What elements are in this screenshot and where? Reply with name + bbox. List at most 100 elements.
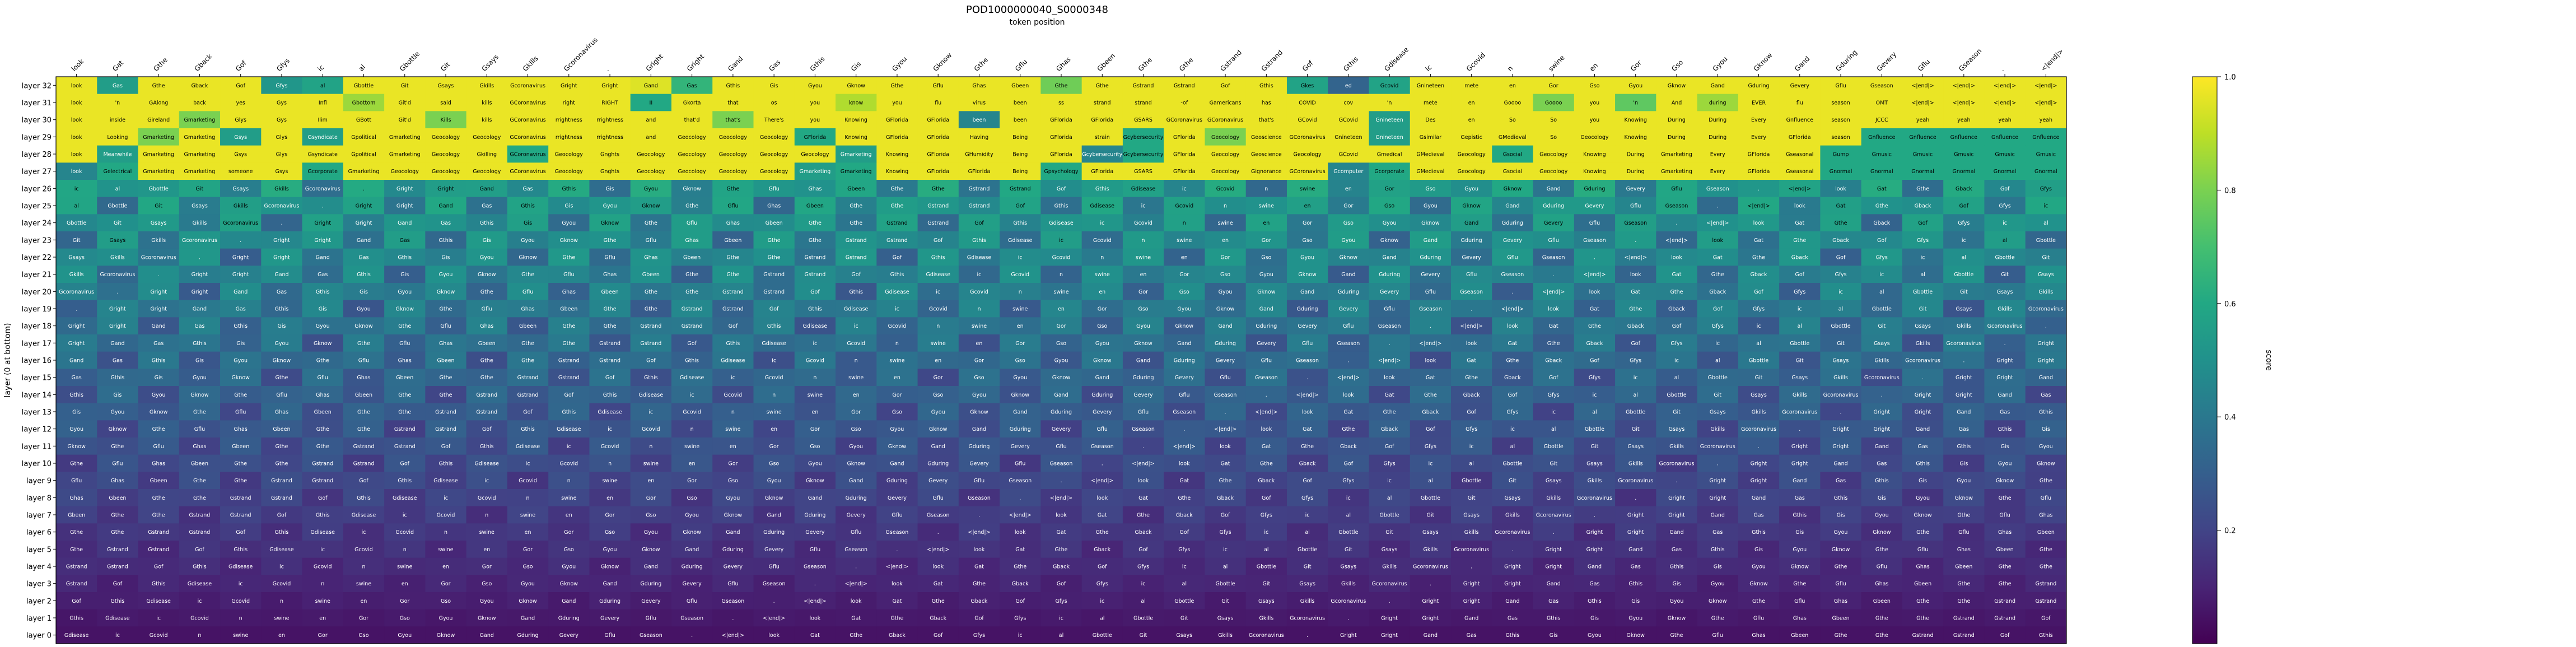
cell-label: Gdisease [105,616,130,622]
heatmap-cell [507,197,549,215]
y-tick-label: layer 5 [26,546,52,554]
heatmap-cell [1738,317,1780,335]
heatmap-cell [589,609,631,627]
heatmap-cell [1000,472,1041,490]
cell-label: Gas [482,203,492,210]
heatmap-cell [917,626,959,644]
heatmap-cell [589,489,631,507]
cell-label: Gyou [1916,495,1930,501]
cell-label: Gsocial [1503,152,1522,158]
cell-label: Gthis [480,444,494,450]
cell-label: GFlorida [1050,152,1072,158]
cell-label: Gis [277,323,286,329]
heatmap-cell [1943,592,1985,610]
cell-label: Gthis [193,564,207,570]
cell-label: Gbottle [1831,323,1850,329]
cell-label: So [1550,117,1557,123]
heatmap-cell [1451,403,1492,421]
y-tick-label: layer 11 [22,443,52,451]
heatmap-cell [794,472,836,490]
heatmap-cell [548,403,590,421]
x-tick-label: Gat [111,59,125,73]
cell-label: Gright [1627,513,1644,519]
cell-label: 'n [1387,100,1392,106]
heatmap-cell [1820,300,1862,318]
heatmap-cell [56,111,97,129]
cell-label: Gis [236,341,245,347]
heatmap-cell [753,523,795,541]
heatmap-cell [1492,420,1534,438]
heatmap-cell [794,541,836,558]
cell-label: mete [1464,83,1478,89]
cell-label: Gsays [1833,358,1849,364]
cell-label: Gknow [1996,478,2014,484]
cell-label: Gthis [275,306,289,313]
heatmap-cell [1779,592,1821,610]
heatmap-cell [507,111,549,129]
heatmap-cell [1697,420,1739,438]
cell-label: Gsays [2038,272,2054,278]
heatmap-cell [425,111,467,129]
cell-label: Geocology [719,152,748,158]
heatmap-cell [876,386,918,404]
heatmap-cell [1328,214,1369,232]
cell-label: Gseason [1706,186,1729,192]
cell-label: GCoronavirus [1289,134,1325,141]
cell-label: Gpolitical [351,134,376,141]
x-tick-label: Gstrand [1260,48,1285,73]
cell-label: Gat [1549,323,1558,329]
cell-label: swine [602,478,617,484]
heatmap-cell [836,592,877,610]
cell-label: Gknow [67,444,86,450]
heatmap-cell [261,489,303,507]
cell-label: ic [1674,358,1679,364]
cell-label: Gcoronavirus [1495,529,1530,536]
cell-label: Gyou [234,358,248,364]
cell-label: Gthe [1916,616,1929,622]
heatmap-cell [138,592,180,610]
heatmap-cell [1615,128,1656,146]
x-tick-label: look [70,58,86,73]
cell-label: look [1138,478,1149,484]
cell-label: Gis [195,358,204,364]
cell-label: Gcovid [1380,83,1399,89]
heatmap-cell [425,369,467,387]
cell-label: al [1838,306,1843,313]
heatmap-cell [836,437,877,455]
heatmap-cell [1369,541,1411,558]
heatmap-cell [1081,300,1123,318]
heatmap-cell [1738,386,1780,404]
heatmap-cell [1615,283,1656,301]
cell-label: Gflu [1466,272,1477,278]
cell-label: Gignorance [1251,169,1282,175]
heatmap-cell [1779,369,1821,387]
cell-label: Gknow [683,186,701,192]
cell-label: Gevery [600,616,620,622]
cell-label: Ghas [562,289,576,295]
cell-label: Gof [646,358,656,364]
heatmap-cell [1943,472,1985,490]
cell-label: Gcoronavirus [305,186,340,192]
cell-label: Gthis [603,392,617,398]
heatmap-cell [507,523,549,541]
heatmap-cell [589,94,631,111]
heatmap-cell [1492,334,1534,352]
cell-label: look [768,632,780,639]
cell-label: Gpsychology [1044,169,1079,175]
cell-label: Gright [1545,547,1562,553]
cell-label: Gseason [1542,255,1565,261]
cell-label: Gso [482,581,492,587]
cell-label: Gcovid [314,564,332,570]
heatmap-cell [1000,592,1041,610]
heatmap-cell [1697,300,1739,318]
cell-label: swine [931,341,946,347]
heatmap-cell [179,145,221,163]
cell-label: GFlorida [886,134,908,141]
cell-label: Gthe [850,220,862,226]
heatmap-cell [753,506,795,524]
heatmap-cell [1328,454,1369,472]
heatmap-cell [1286,369,1328,387]
heatmap-cell [1286,162,1328,180]
cell-label: Gof [1959,203,1969,210]
cell-label: Gflu [1302,341,1313,347]
